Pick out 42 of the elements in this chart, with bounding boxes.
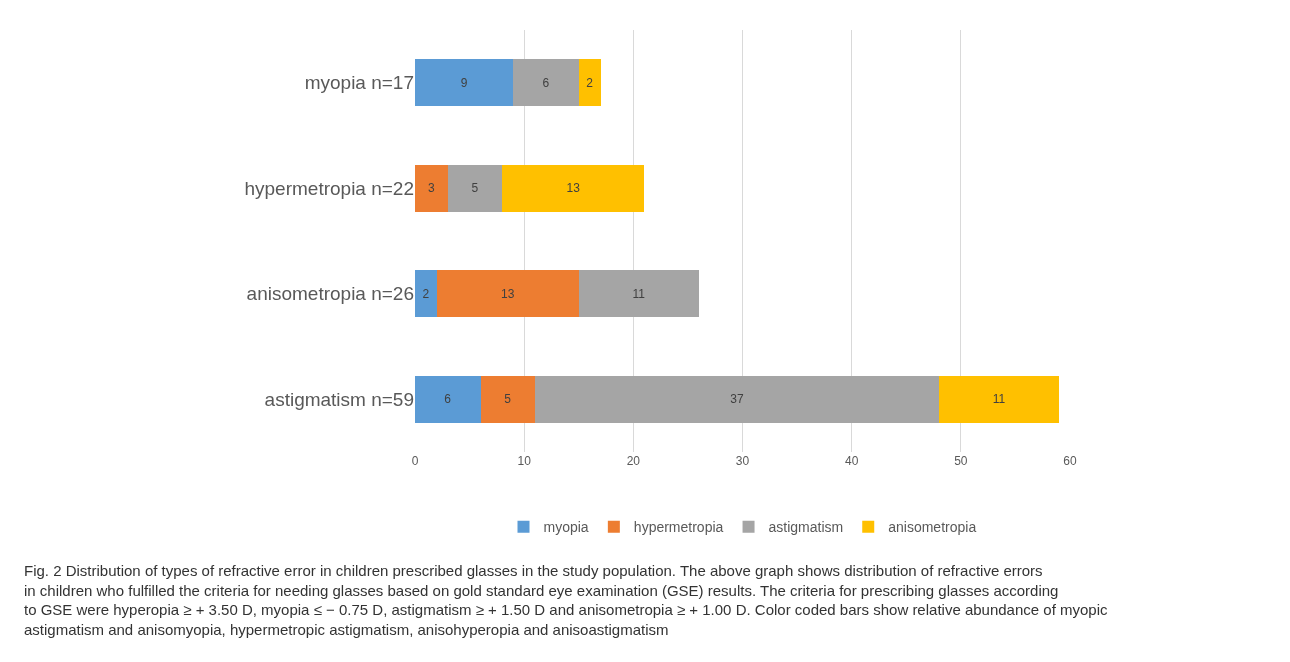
data-label: 6	[542, 75, 550, 90]
bar	[513, 59, 579, 107]
x-tick-label: 40	[844, 454, 859, 468]
bar	[415, 270, 437, 318]
bar	[578, 270, 699, 318]
x-tick-label: 10	[517, 454, 532, 468]
bar	[447, 164, 503, 212]
y-tick-label: astigmatism n=59	[264, 388, 414, 410]
data-label: 11	[992, 392, 1006, 407]
data-label: 5	[471, 181, 479, 196]
data-label: 2	[422, 286, 430, 301]
legend-label: hypermetropia	[633, 519, 724, 536]
legend-label: anisometropia	[888, 519, 977, 536]
bar	[415, 59, 514, 107]
y-tick-label: myopia n=17	[304, 72, 414, 94]
bar	[415, 164, 448, 212]
data-label: 2	[586, 75, 594, 90]
data-label: 13	[500, 286, 515, 301]
y-tick-label: anisometropia n=26	[246, 283, 414, 305]
bar	[502, 164, 645, 212]
data-label: 3	[427, 181, 435, 196]
x-tick-label: 20	[626, 454, 641, 468]
y-tick-label: hypermetropia n=22	[244, 177, 414, 199]
data-label: 9	[460, 75, 468, 90]
bar	[535, 375, 939, 423]
bar	[415, 375, 481, 423]
bar	[578, 59, 601, 107]
data-label: 5	[504, 392, 512, 407]
bar	[436, 270, 579, 318]
x-tick-label: 0	[411, 454, 419, 468]
data-label: 11	[632, 286, 646, 301]
caption: Fig. 2 Distribution of types of refractive error in children prescribed glasses in the study population. The above graph shows distribution of refractive errors in children who fulfilled the criteria for needing glasses based on gold standard eye examination (GSE) results. The criteria for prescribing glasses according to GSE were hyperopia ≥ + 3.50 D, myopia ≤ − 0.75 D, astigmatism ≥ + 1.50 D and anisometropia ≥ + 1.00 D. Color coded bars show relative abundance of myopic astigmatism and anisomyopia, hypermetropic astigmatism, anisohyperopia and anisoastigmatism	[24, 562, 1108, 638]
data-label: 13	[566, 181, 581, 196]
x-tick-label: 30	[735, 454, 750, 468]
data-label: 6	[444, 392, 452, 407]
bar	[939, 375, 1060, 423]
x-tick-label: 60	[1063, 454, 1077, 468]
legend-label: myopia	[543, 519, 589, 536]
bar	[480, 375, 536, 423]
legend-label: astigmatism	[768, 519, 844, 536]
x-tick-label: 50	[954, 454, 968, 468]
data-label: 37	[730, 392, 744, 407]
